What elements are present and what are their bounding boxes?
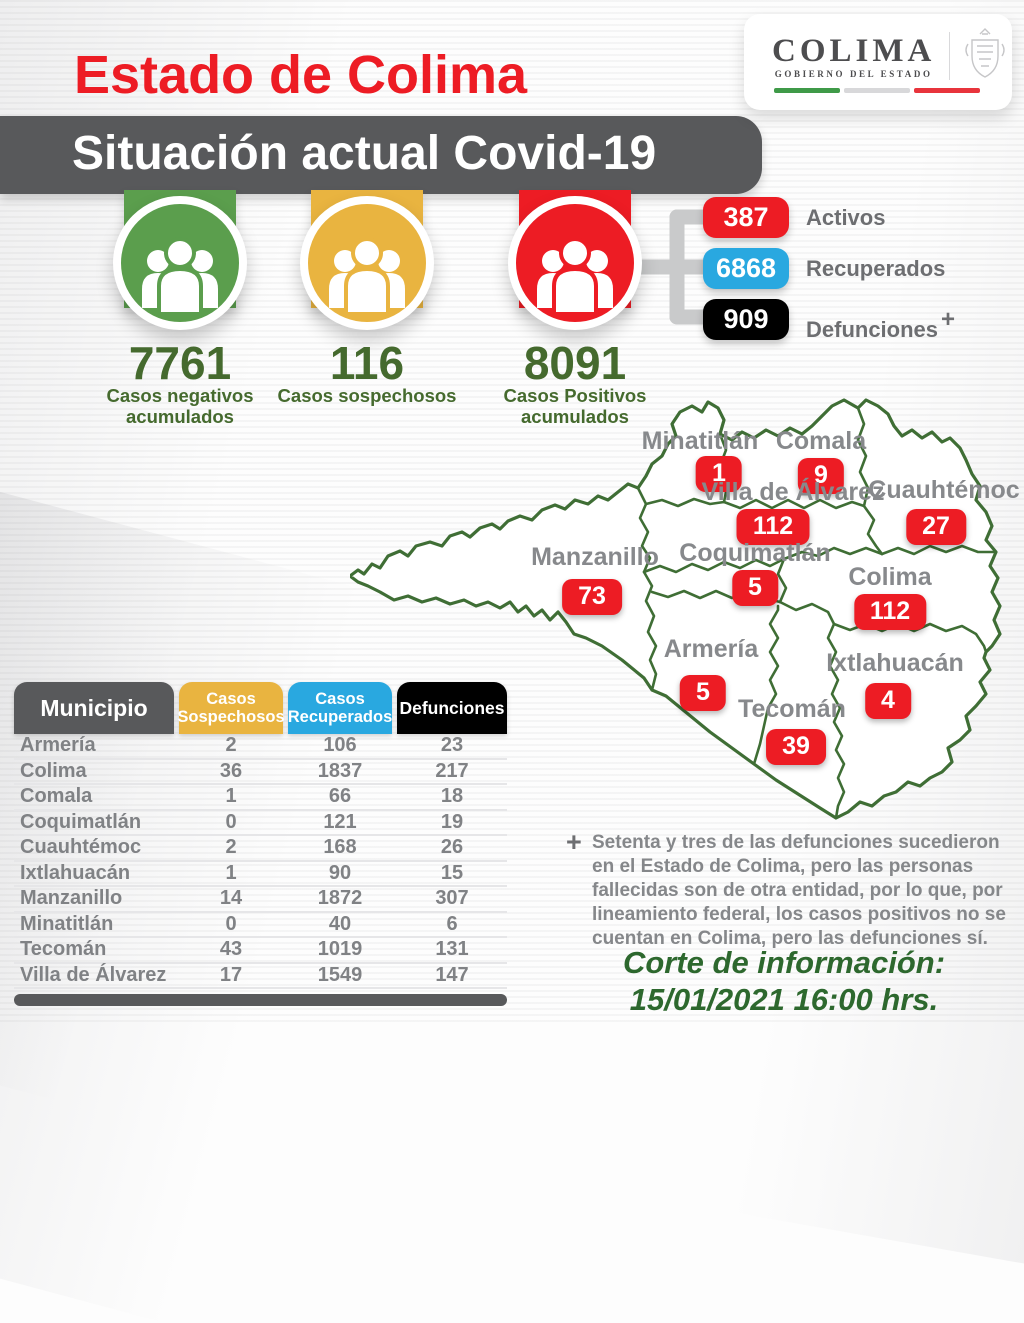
header-municipio: Municipio <box>14 682 174 734</box>
stat-value: 7761 <box>128 337 232 389</box>
defunciones-pill: 909 <box>703 299 789 340</box>
case-pill: 5 <box>732 570 778 606</box>
logo-divider <box>949 32 951 80</box>
colima-state-map: Minatitlán 1 Comala 9 Villa de Álvarez 1… <box>350 396 1020 832</box>
table-row: Coquimatlán 0 121 19 <box>14 811 507 836</box>
cutoff-line2: 15/01/2021 16:00 hrs. <box>629 982 939 1018</box>
map-label-minatitlan: Minatitlán 1 <box>642 429 758 492</box>
map-label-comala: Comala 9 <box>776 429 866 494</box>
map-label-coquimatlan: Coquimatlán 5 <box>679 541 831 606</box>
case-pill: 112 <box>853 594 927 630</box>
map-label-cuauhtemoc: Cuauhtémoc 27 <box>868 478 1020 545</box>
logo-name: COLIMA <box>772 32 936 69</box>
people-circle-yellow <box>300 196 434 330</box>
logo-subtitle: GOBIERNO DEL ESTADO <box>774 68 933 79</box>
table-row: Ixtlahuacán 1 90 15 <box>14 862 507 887</box>
table-header-row: Municipio Casos Sospechosos Casos Recupe… <box>14 682 507 734</box>
case-pill: 4 <box>865 683 911 719</box>
people-group-icon <box>537 237 613 316</box>
header-sospechosos: Casos Sospechosos <box>177 682 285 734</box>
people-circle-green <box>113 196 247 330</box>
recuperados-label: Recuperados <box>806 256 946 281</box>
table-row: Armería 2 106 23 <box>14 734 507 760</box>
state-outline <box>350 398 1002 820</box>
municipality-table: Municipio Casos Sospechosos Casos Recupe… <box>14 682 507 1006</box>
stat-value: 116 <box>329 337 405 389</box>
stat-label: Casos negativos acumulados <box>106 385 254 428</box>
recuperados-pill: 6868 <box>703 248 789 289</box>
page-title: Estado de Colima <box>74 45 528 105</box>
coat-of-arms-icon <box>965 28 1006 78</box>
footnote-plus-icon: + <box>566 827 582 857</box>
subtitle-bar: Situación actual Covid-19 <box>0 116 762 194</box>
header-recuperados: Casos Recuperados <box>288 682 392 734</box>
footnote: + Setenta y tres de las defunciones suce… <box>566 827 1018 951</box>
case-pill: 1 <box>696 456 742 492</box>
map-label-armeria: Armería 5 <box>664 637 758 711</box>
footnote-text: Setenta y tres de las defunciones sucedi… <box>592 832 1006 949</box>
people-group-icon <box>329 237 405 316</box>
header-defunciones: Defunciones <box>397 682 507 734</box>
map-label-colima: Colima 112 <box>848 565 932 630</box>
people-circle-red <box>508 196 642 330</box>
stat-label: Casos sospechosos <box>277 385 457 406</box>
cutoff-line1: Corte de información: <box>622 945 946 980</box>
table-bottom-bar <box>14 994 507 1006</box>
table-row: Manzanillo 14 1872 307 <box>14 887 507 913</box>
case-pill: 5 <box>680 675 726 711</box>
flag-stripe <box>774 88 980 93</box>
footnote-marker: + <box>941 306 956 333</box>
government-logo: COLIMA GOBIERNO DEL ESTADO <box>744 14 1012 110</box>
subtitle-text: Situación actual Covid-19 <box>72 127 657 180</box>
table-row: Comala 1 66 18 <box>14 785 507 811</box>
defunciones-label: Defunciones + <box>806 306 956 342</box>
map-label-villa-de-alvarez: Villa de Álvarez 112 <box>702 480 884 545</box>
stat-label: Casos Positivos acumulados <box>503 385 647 428</box>
table-row: Minatitlán 0 40 6 <box>14 913 507 938</box>
cutoff-date: Corte de información: 15/01/2021 16:00 h… <box>588 944 980 1018</box>
table-row: Colima 36 1837 217 <box>14 760 507 785</box>
stat-value: 8091 <box>523 337 627 389</box>
case-pill: 112 <box>736 509 810 545</box>
table-row: Tecomán 43 1019 131 <box>14 938 507 964</box>
map-label-manzanillo: Manzanillo 73 <box>531 545 659 615</box>
activos-label: Activos <box>806 205 886 230</box>
map-label-tecoman: Tecomán 39 <box>738 697 846 765</box>
case-pill: 9 <box>798 458 844 494</box>
table-row: Villa de Álvarez 17 1549 147 <box>14 964 507 989</box>
people-group-icon <box>142 237 218 316</box>
map-label-ixtlahuacan: Ixtlahuacán 4 <box>826 651 964 719</box>
activos-pill: 387 <box>703 197 789 238</box>
case-pill: 39 <box>766 729 826 765</box>
table-row: Cuauhtémoc 2 168 26 <box>14 836 507 862</box>
case-pill: 73 <box>562 579 622 615</box>
case-pill: 27 <box>906 509 966 545</box>
